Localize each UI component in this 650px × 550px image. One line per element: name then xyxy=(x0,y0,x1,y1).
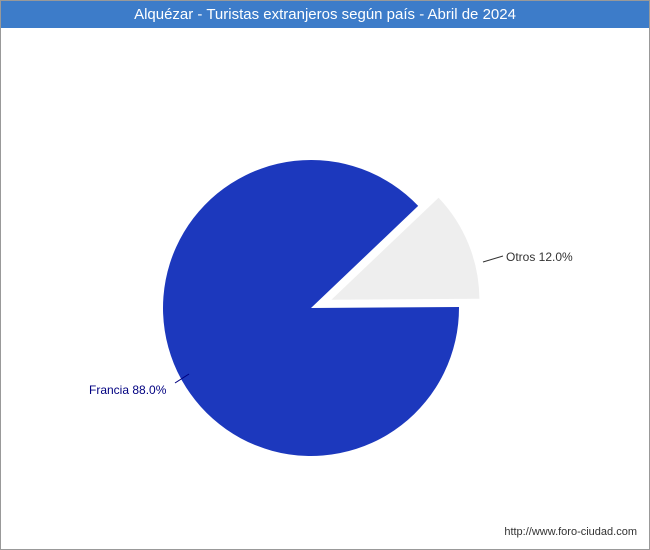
slice-label-francia: Francia 88.0% xyxy=(89,383,166,397)
footer-url: http://www.foro-ciudad.com xyxy=(504,526,637,538)
chart-area: Francia 88.0% Otros 12.0% http://www.for… xyxy=(1,28,649,546)
chart-title: Alquézar - Turistas extranjeros según pa… xyxy=(1,1,649,28)
slice-label-otros: Otros 12.0% xyxy=(506,250,573,264)
leader-line-1 xyxy=(483,256,503,262)
pie-chart xyxy=(1,28,650,548)
chart-container: Alquézar - Turistas extranjeros según pa… xyxy=(0,0,650,550)
pie-slice-francia xyxy=(163,160,459,456)
